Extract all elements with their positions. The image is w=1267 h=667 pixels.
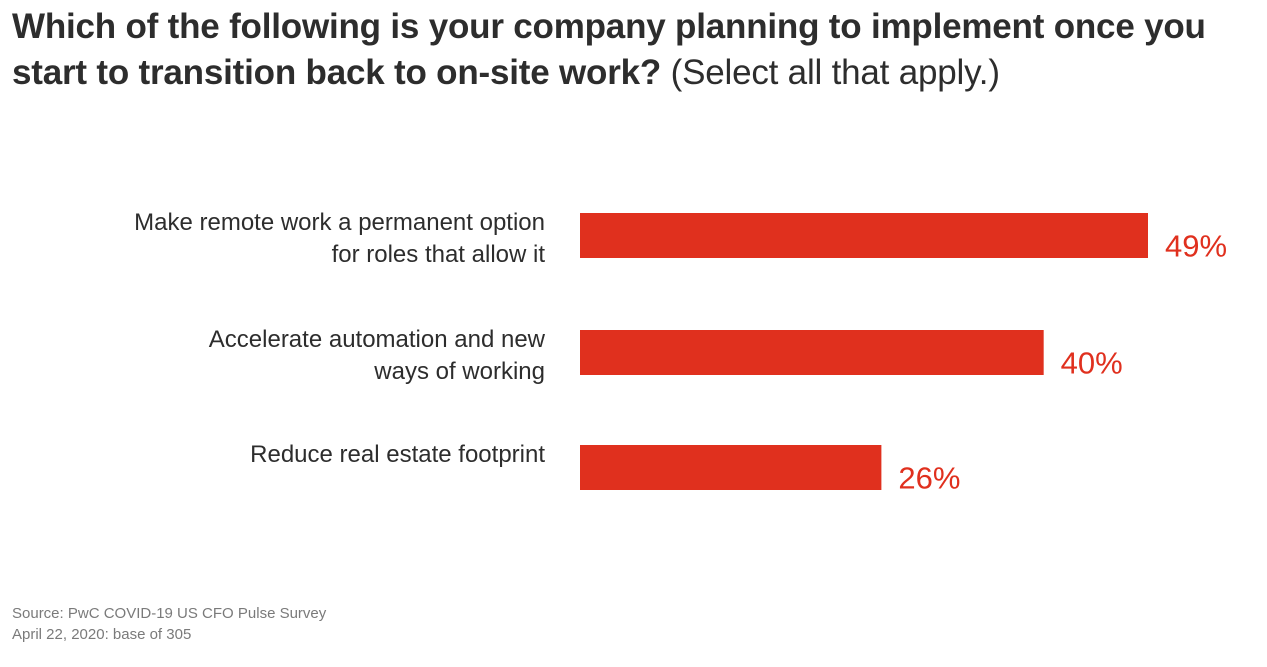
chart-question: Which of the following is your company p… [12, 7, 1206, 92]
category-label-2-line-1: Accelerate automation and new [209, 326, 546, 353]
bar-2 [580, 330, 1044, 375]
chart-select-note: (Select all that apply.) [670, 53, 1000, 92]
bar-chart: 49% Make remote work a permanent option fo… [134, 209, 1227, 496]
category-label-1-line-2: for roles that allow it [332, 241, 546, 268]
chart-footer: Source: PwC COVID-19 US CFO Pulse Survey… [12, 603, 326, 645]
base-note: April 22, 2020: base of 305 [12, 626, 192, 643]
category-label-2-line-2: ways of working [373, 358, 545, 385]
bar-3 [580, 445, 882, 490]
source-note: Source: PwC COVID-19 US CFO Pulse Survey [12, 605, 327, 622]
bar-1 [580, 213, 1148, 258]
category-label-1-line-1: Make remote work a permanent option [134, 209, 545, 236]
value-label-3: 26% [898, 461, 960, 496]
chart-title: Which of the following is your company p… [12, 4, 1257, 96]
category-label-3-line-1: Reduce real estate footprint [250, 441, 545, 468]
value-label-1: 49% [1165, 229, 1227, 264]
value-label-2: 40% [1061, 346, 1123, 381]
